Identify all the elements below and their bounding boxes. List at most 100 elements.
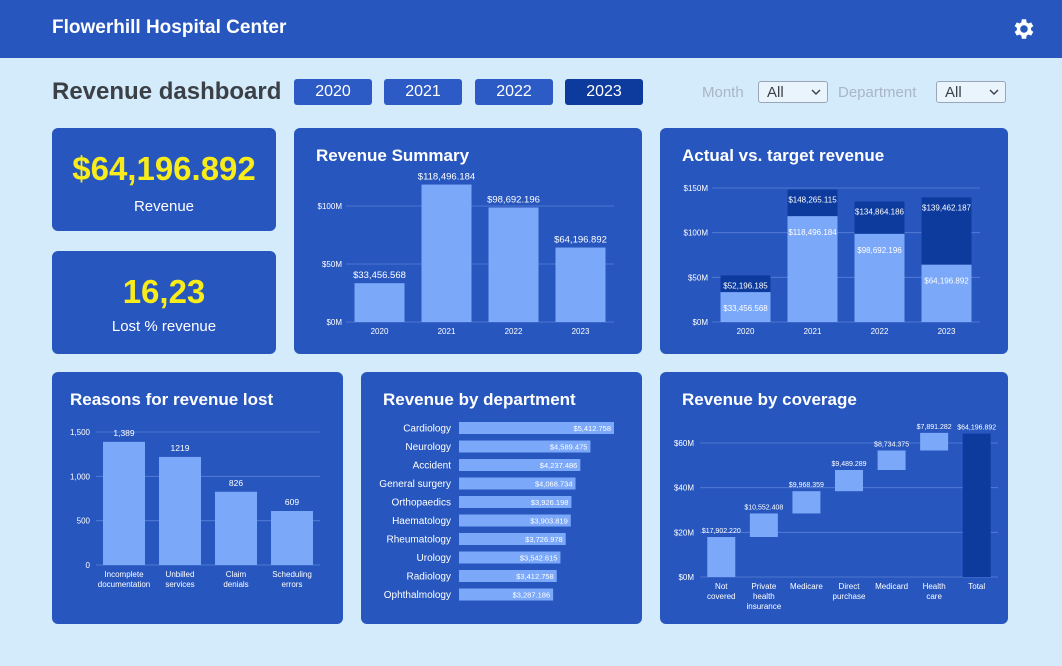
x-tick-label: care [926, 592, 942, 601]
x-tick-label: 2022 [505, 327, 523, 336]
data-label: $7,891.282 [917, 424, 952, 431]
department-select-value: All [945, 84, 962, 101]
x-tick-label: denials [223, 580, 248, 589]
x-tick-label: 2021 [804, 327, 822, 336]
department-chart: Cardiology $5,412.758 Neurology $4,589.475 A… [379, 422, 614, 601]
app-title: Flowerhill Hospital Center [52, 17, 287, 38]
actual-bar [720, 292, 771, 322]
data-label: $17,902.220 [702, 528, 741, 535]
target-label: $52,196.185 [723, 281, 768, 290]
y-tick-label: $0M [326, 318, 342, 327]
actual-bar [787, 216, 838, 322]
bar [459, 477, 576, 490]
reasons-lost-card: Reasons for revenue lost 0 500 1,000 1,500 1… [52, 372, 343, 624]
target-label: $139,462.187 [922, 203, 971, 212]
x-tick-label: services [165, 580, 194, 589]
bar [459, 551, 561, 564]
bar [103, 441, 145, 565]
data-label: $64,196.892 [957, 425, 996, 432]
department-title: Revenue by department [383, 390, 576, 409]
y-tick-label: $0M [678, 573, 694, 582]
page-title: Revenue dashboard [52, 78, 282, 105]
x-tick-label: health [753, 592, 775, 601]
year-button-2022[interactable]: 2022 [475, 79, 553, 105]
y-tick-label: 0 [86, 561, 91, 570]
y-tick-label: $100M [684, 229, 709, 238]
bar [459, 588, 554, 601]
actual-label: $64,196.892 [924, 277, 969, 286]
data-label: $98,692.196 [487, 195, 540, 206]
bar [459, 496, 572, 508]
y-tick-label: 500 [77, 517, 91, 526]
bar [920, 432, 949, 451]
revenue-summary-card: Revenue Summary $0M $50M $100M $33,456.568 2… [294, 128, 642, 354]
x-tick-label: Not [715, 582, 728, 591]
data-label: $3,287.186 [513, 591, 551, 600]
header-bar: Flowerhill Hospital Center [0, 0, 1062, 58]
bar [459, 570, 557, 582]
revenue-summary-title: Revenue Summary [316, 146, 470, 165]
data-label: $4,237.486 [540, 461, 578, 470]
x-tick-label: Total [968, 582, 985, 591]
x-tick-label: Medicare [790, 582, 823, 591]
category-label: Haematology [392, 516, 451, 527]
data-label: $3,542.615 [520, 554, 558, 563]
reasons-lost-title: Reasons for revenue lost [70, 390, 274, 409]
data-label: $33,456.568 [353, 270, 406, 281]
coverage-title: Revenue by coverage [682, 390, 857, 409]
department-select[interactable]: All [936, 81, 1006, 103]
actual-label: $33,456.568 [723, 304, 768, 313]
category-label: Radiology [407, 572, 451, 583]
x-tick-label: 2020 [371, 327, 389, 336]
bar [354, 283, 405, 322]
x-tick-label: documentation [98, 580, 150, 589]
x-tick-label: Private [751, 582, 776, 591]
bar [459, 533, 566, 545]
target-label: $148,265.115 [788, 196, 837, 205]
target-label: $134,864.186 [855, 208, 904, 217]
year-button-2020[interactable]: 2020 [294, 79, 372, 105]
data-label: $3,726.978 [525, 535, 563, 544]
year-button-2023[interactable]: 2023 [565, 79, 643, 105]
x-tick-label: Claim [226, 570, 247, 579]
y-tick-label: 1,000 [70, 472, 91, 481]
y-tick-label: $150M [684, 184, 709, 193]
kpi-card-lost: 16,23 Lost % revenue [52, 251, 276, 354]
actual-vs-target-title: Actual vs. target revenue [682, 146, 885, 165]
actual-bar [921, 264, 972, 322]
actual-bar [854, 233, 905, 322]
coverage-card: Revenue by coverage $0M $20M $40M $60M $17,9… [660, 372, 1008, 624]
y-tick-label: $50M [688, 273, 708, 282]
x-tick-label: Incomplete [104, 570, 144, 579]
y-tick-label: $40M [674, 484, 694, 493]
x-tick-label: 2022 [871, 327, 889, 336]
data-label: $9,489.289 [831, 461, 866, 468]
kpi-revenue-label: Revenue [133, 198, 195, 215]
kpi-lost-label: Lost % revenue [111, 318, 217, 335]
x-tick-label: 2023 [572, 327, 590, 336]
category-label: Orthopaedics [392, 498, 451, 509]
year-button-2021[interactable]: 2021 [384, 79, 462, 105]
actual-vs-target-card: Actual vs. target revenue $0M $50M $100M $1… [660, 128, 1008, 354]
kpi-card-revenue: $64,196.892 Revenue [52, 128, 276, 231]
category-label: Urology [417, 553, 451, 564]
gear-icon[interactable] [1010, 16, 1036, 42]
bar [159, 456, 201, 565]
bar [459, 459, 581, 471]
data-label: $5,412.758 [573, 424, 611, 433]
chevron-down-icon [989, 89, 999, 95]
bar [459, 514, 571, 527]
actual-label: $118,496.184 [788, 228, 837, 237]
x-tick-label: Direct [839, 582, 861, 591]
x-tick-label: Scheduling [272, 570, 312, 579]
bar [707, 537, 736, 577]
actual-vs-target-chart: $0M $50M $100M $150M $52,196.185 $33,456.568 2… [684, 184, 980, 336]
data-label: $8,734.375 [874, 441, 909, 448]
bar [749, 513, 778, 538]
y-tick-label: $0M [692, 318, 708, 327]
month-select[interactable]: All [758, 81, 828, 103]
data-label: $4,589.475 [550, 443, 588, 452]
y-tick-label: $100M [318, 202, 343, 211]
data-label: $118,496.184 [418, 172, 475, 183]
month-select-value: All [767, 84, 784, 101]
